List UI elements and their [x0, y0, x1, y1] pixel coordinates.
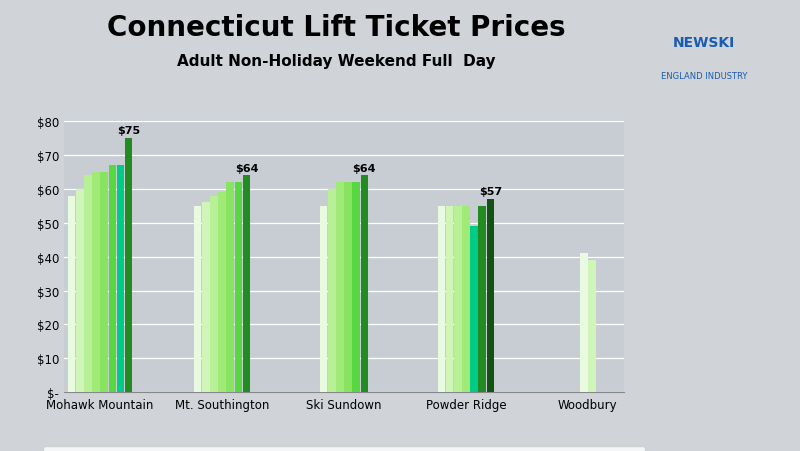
Bar [438, 207, 446, 392]
Text: NEWSKI: NEWSKI [673, 36, 735, 50]
Bar [588, 261, 596, 392]
Bar [353, 183, 360, 392]
Bar [462, 207, 470, 392]
Bar [470, 226, 478, 392]
Text: $64: $64 [353, 163, 376, 173]
Bar [76, 189, 83, 392]
Bar [361, 176, 368, 392]
Text: $64: $64 [234, 163, 258, 173]
Bar [328, 189, 335, 392]
Bar [101, 172, 108, 392]
Bar [84, 176, 92, 392]
Bar [202, 203, 210, 392]
Bar [117, 166, 124, 392]
Bar [454, 207, 462, 392]
Bar [109, 166, 116, 392]
Bar [125, 139, 132, 392]
Bar [92, 172, 100, 392]
Bar [218, 193, 226, 392]
Bar [344, 183, 352, 392]
Text: ENGLAND INDUSTRY: ENGLAND INDUSTRY [661, 72, 747, 81]
Bar [336, 183, 344, 392]
Bar [194, 207, 202, 392]
Bar [320, 207, 327, 392]
Text: $57: $57 [478, 187, 502, 197]
Bar [210, 196, 218, 392]
Text: $75: $75 [117, 126, 140, 136]
Bar [226, 183, 234, 392]
Legend: 2013-14, 2014-15, 2015-16, 2016-17, 2017-18, 2018-19, 2019-20, 2020-21, 2021-22: 2013-14, 2014-15, 2015-16, 2016-17, 2017… [42, 446, 646, 451]
Bar [68, 196, 75, 392]
Text: Connecticut Lift Ticket Prices: Connecticut Lift Ticket Prices [106, 14, 566, 41]
Bar [446, 207, 454, 392]
Bar [580, 253, 587, 392]
Text: Adult Non-Holiday Weekend Full  Day: Adult Non-Holiday Weekend Full Day [177, 54, 495, 69]
Bar [486, 199, 494, 392]
Bar [234, 183, 242, 392]
Bar [478, 207, 486, 392]
Bar [242, 176, 250, 392]
